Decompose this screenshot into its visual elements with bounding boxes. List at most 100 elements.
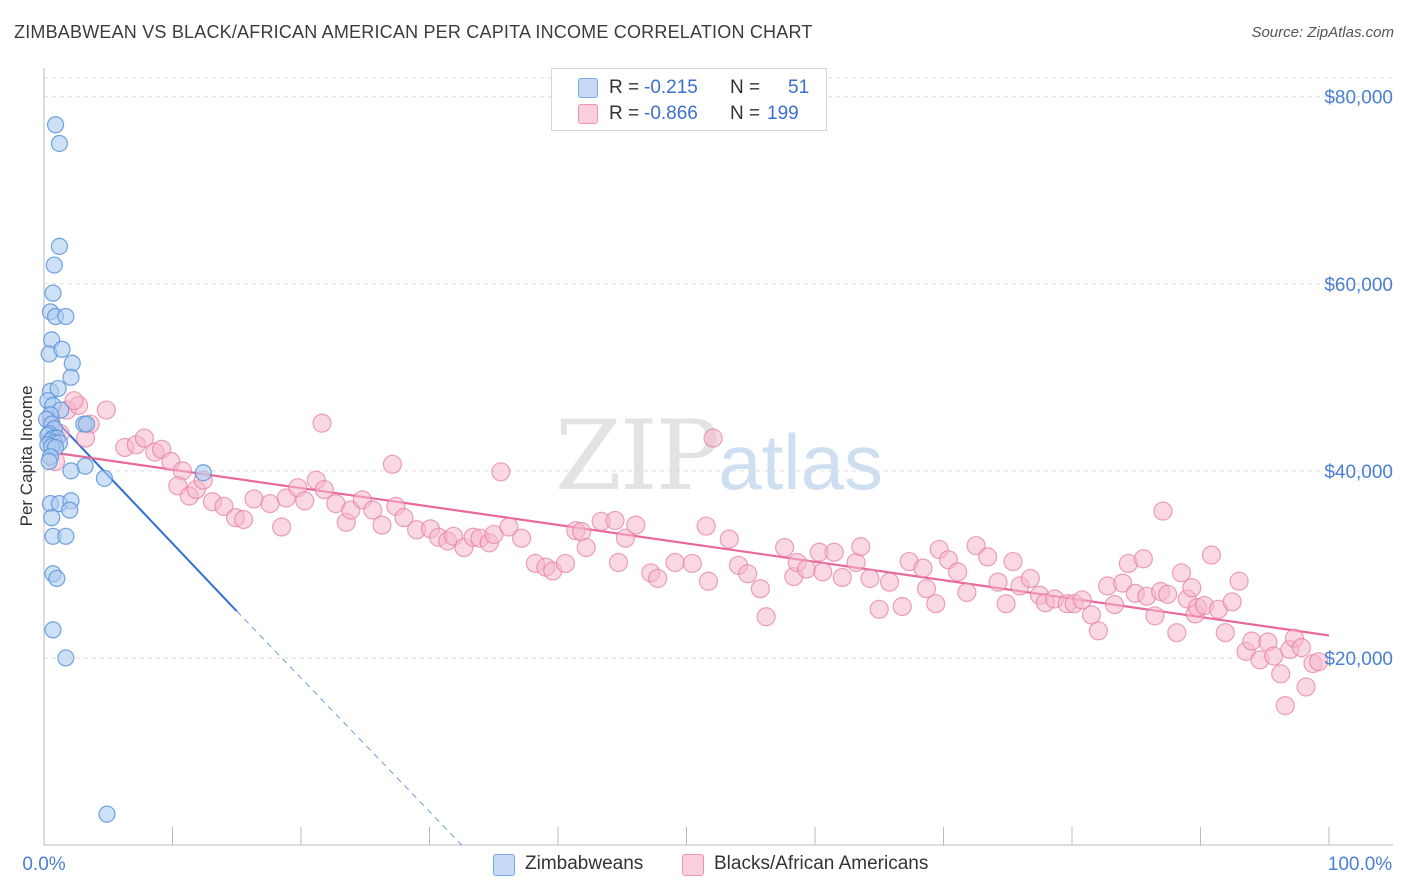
data-point-zimbabwean: [50, 134, 69, 153]
data-point-black: [719, 529, 739, 549]
data-point-black: [796, 559, 817, 579]
data-point-black: [996, 594, 1016, 614]
legend-n-label: N =: [730, 77, 761, 98]
trendline-zimbabweans-extension: [236, 610, 462, 846]
data-point-black: [605, 510, 625, 531]
x-tick-label: 0.0%: [22, 854, 65, 875]
series-zimbabwean-points: [37, 116, 212, 823]
bottom-legend-swatch-black: [682, 854, 704, 876]
data-point-black: [499, 517, 519, 537]
data-point-black: [682, 553, 702, 574]
data-point-black: [1182, 578, 1202, 598]
data-point-zimbabwean: [62, 368, 80, 386]
data-point-black: [626, 515, 646, 535]
legend-r-value: -0.866: [644, 103, 698, 124]
data-point-zimbabwean: [48, 569, 66, 588]
data-point-black: [1222, 592, 1242, 612]
data-point-black: [244, 489, 264, 509]
data-point-zimbabwean: [45, 256, 63, 274]
data-point-black: [913, 558, 933, 578]
trend-lines: [49, 414, 1330, 846]
data-point-black: [879, 572, 900, 592]
data-point-black: [1081, 605, 1102, 625]
data-point-black: [1264, 646, 1284, 666]
y-axis-label: Per Capita Income: [17, 386, 36, 527]
data-point-black: [756, 607, 776, 627]
data-point-black: [1145, 606, 1165, 626]
data-point-black: [1215, 623, 1235, 643]
data-point-black: [1309, 652, 1329, 672]
data-point-zimbabwean: [61, 501, 79, 519]
data-point-black: [1201, 545, 1222, 565]
legend-row-black: R = -0.866 N = 199: [552, 101, 826, 127]
data-point-black: [988, 572, 1008, 592]
data-point-black: [926, 594, 946, 614]
bottom-legend-swatch-zimbabweans: [493, 854, 515, 876]
data-point-zimbabwean: [49, 379, 67, 398]
data-point-black: [382, 454, 402, 474]
data-point-zimbabwean: [44, 621, 62, 639]
data-point-black: [555, 553, 576, 574]
watermark: ZIPatlas: [555, 400, 883, 512]
trendline-black: [50, 451, 1330, 637]
bottom-legend-label: Zimbabweans: [525, 853, 644, 874]
data-point-black: [738, 564, 758, 584]
data-point-black: [698, 571, 719, 591]
data-point-black: [394, 508, 414, 528]
tick-labels: $20,000 $40,000 $60,000 $80,000 0.0% 100.0%: [22, 88, 1393, 875]
data-point-black: [916, 579, 937, 599]
data-point-black: [869, 599, 889, 619]
axes: [43, 68, 1393, 846]
y-tick-label: $40,000: [1324, 462, 1393, 483]
data-point-black: [96, 400, 116, 420]
y-tick-label: $60,000: [1324, 275, 1393, 296]
data-point-black: [571, 522, 592, 542]
legend-n-value: 199: [767, 103, 799, 124]
legend-r-label: R =: [609, 77, 640, 98]
data-point-black: [1271, 664, 1291, 684]
chart-title: ZIMBABWEAN VS BLACK/AFRICAN AMERICAN PER…: [14, 22, 813, 42]
data-point-zimbabwean: [44, 284, 62, 302]
data-point-black: [576, 537, 596, 558]
data-point-black: [64, 391, 84, 411]
data-point-black: [608, 552, 629, 573]
data-point-black: [978, 547, 998, 567]
data-point-black: [314, 479, 334, 500]
legend-row-zimbabweans: R = -0.215 N = 51: [552, 75, 826, 101]
data-point-black: [295, 491, 315, 511]
data-point-zimbabwean: [57, 307, 75, 326]
bottom-legend-label: Blacks/African Americans: [714, 853, 929, 874]
data-point-black: [134, 428, 154, 448]
legend-n-label: N =: [730, 103, 761, 124]
data-point-zimbabwean: [50, 237, 69, 255]
data-point-black: [966, 536, 986, 556]
data-point-black: [1167, 623, 1187, 643]
data-point-black: [696, 516, 716, 536]
data-point-black: [832, 567, 852, 588]
data-point-black: [1003, 551, 1023, 572]
data-point-black: [892, 596, 912, 617]
data-point-black: [957, 582, 977, 603]
data-point-zimbabwean: [57, 527, 75, 545]
data-point-zimbabwean: [62, 462, 80, 480]
data-point-black: [775, 537, 795, 558]
data-point-black: [860, 568, 880, 589]
data-point-black: [363, 500, 383, 520]
data-point-black: [312, 413, 332, 433]
x-tick-label: 100.0%: [1328, 854, 1393, 875]
y-tick-label: $80,000: [1324, 88, 1393, 109]
data-point-black: [948, 562, 968, 582]
data-point-black: [648, 568, 668, 589]
trendline-zimbabweans: [49, 414, 238, 612]
legend-r-label: R =: [609, 103, 640, 124]
data-point-black: [1229, 571, 1249, 591]
data-point-black: [813, 562, 833, 582]
legend-swatch-zimbabweans: [578, 78, 598, 98]
watermark-atlas: atlas: [718, 418, 883, 506]
legend-n-value: 51: [788, 77, 810, 98]
data-point-zimbabwean: [40, 452, 58, 471]
data-point-zimbabwean: [57, 649, 75, 667]
data-point-black: [1157, 584, 1178, 604]
data-point-black: [824, 542, 844, 562]
